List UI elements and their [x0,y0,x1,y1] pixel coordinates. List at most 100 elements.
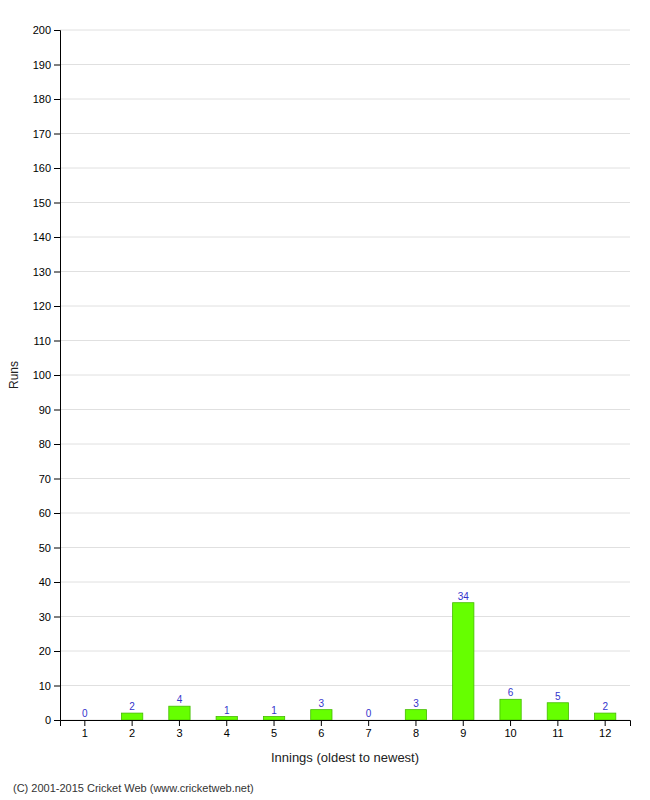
y-tick: 200 [33,24,60,36]
y-tick-label: 120 [33,300,51,312]
data-label: 6 [508,687,514,698]
x-tick: 9 [460,720,466,739]
y-tick-label: 70 [39,473,51,485]
grid-line [60,547,630,548]
x-axis-title: Innings (oldest to newest) [271,750,419,765]
x-tick-mark [463,720,464,726]
y-tick-mark [54,720,60,721]
y-tick-mark [54,341,60,342]
bars [121,603,615,720]
bar [74,720,95,721]
data-label: 4 [177,694,183,705]
x-tick: 3 [176,720,182,739]
grid-line [60,651,630,652]
y-tick-label: 200 [33,24,51,36]
y-tick-label: 0 [45,714,51,726]
x-tick: 8 [413,720,419,739]
grid-line [60,513,630,514]
x-tick-mark [368,720,369,726]
x-axis-line [61,721,631,727]
y-tick: 50 [39,542,60,554]
y-tick: 10 [39,680,60,692]
data-label: 3 [319,698,325,709]
x-tick-mark [557,720,558,726]
bar [263,717,284,720]
bar [169,706,190,720]
data-label: 1 [271,705,277,716]
x-tick: 12 [599,720,611,739]
plot-area: 0241130334652123456789101112010203040506… [33,24,631,739]
y-tick-mark [54,306,60,307]
data-label: 1 [224,705,230,716]
x-tick-label: 4 [224,727,230,739]
data-label: 2 [129,701,135,712]
x-tick-label: 7 [366,727,372,739]
y-tick: 70 [39,473,60,485]
x-tick-label: 3 [176,727,182,739]
data-labels: 0241130334652 [82,591,608,719]
y-tick-label: 150 [33,197,51,209]
grid-line [60,478,630,479]
y-tick-label: 140 [33,231,51,243]
grid-line [60,271,630,272]
x-tick: 10 [504,720,516,739]
y-tick: 180 [33,93,60,105]
bar [500,699,521,720]
grid-line [60,582,630,583]
y-tick-label: 80 [39,438,51,450]
y-tick: 140 [33,231,60,243]
bar [121,713,142,720]
x-tick-label: 1 [82,727,88,739]
y-tick-mark [54,617,60,618]
y-axis-line [54,31,61,721]
x-tick: 6 [318,720,324,739]
x-tick-mark [415,720,416,726]
y-tick-mark [54,134,60,135]
bar [595,713,616,720]
x-tick-mark [274,720,275,726]
y-tick: 160 [33,162,60,174]
y-tick: 20 [39,645,60,657]
grid-line [60,685,630,686]
y-tick: 150 [33,197,60,209]
data-label: 5 [555,691,561,702]
y-tick-label: 60 [39,507,51,519]
grid-line [60,133,630,134]
y-tick: 190 [33,59,60,71]
y-tick: 0 [45,714,60,726]
x-tick-label: 11 [552,727,563,739]
y-tick-mark [54,410,60,411]
x-tick-label: 9 [460,727,466,739]
y-tick: 100 [33,369,60,381]
y-tick-mark [54,375,60,376]
y-tick-mark [54,65,60,66]
y-tick-label: 40 [39,576,51,588]
x-tick-mark [226,720,227,726]
bar [547,703,568,720]
y-axis: 0102030405060708090100110120130140150160… [33,24,61,726]
x-axis: 123456789101112 [61,720,631,739]
bar [216,717,237,720]
x-tick: 1 [82,720,88,739]
grid-line [60,237,630,238]
y-tick-label: 180 [33,93,51,105]
y-tick-label: 20 [39,645,51,657]
y-tick-mark [54,272,60,273]
x-tick: 5 [271,720,277,739]
y-tick: 30 [39,611,60,623]
grid [60,30,630,720]
footer-text: (C) 2001-2015 Cricket Web (www.cricketwe… [13,782,254,794]
grid-line [60,30,630,31]
x-tick: 7 [366,720,372,739]
grid-line [60,444,630,445]
y-tick-mark [54,444,60,445]
x-tick-mark [510,720,511,726]
grid-line [60,375,630,376]
x-tick-mark [321,720,322,726]
bar [453,603,474,720]
y-tick: 60 [39,507,60,519]
grid-line [60,99,630,100]
grid-line [60,306,630,307]
y-tick-label: 130 [33,266,51,278]
grid-line [60,202,630,203]
